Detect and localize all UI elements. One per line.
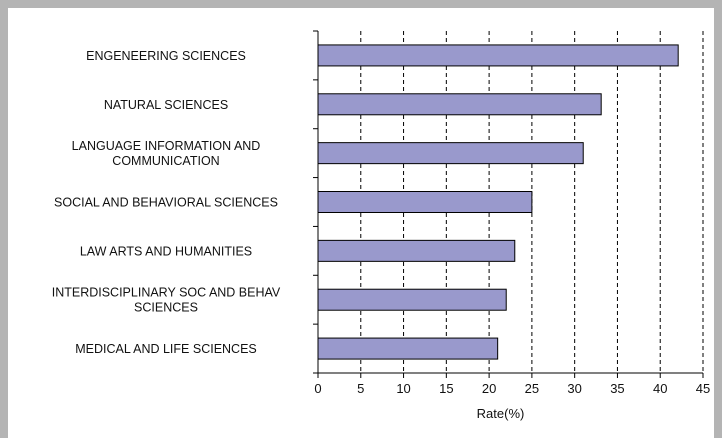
x-tick-label-30: 30 — [567, 381, 581, 396]
bar-1 — [317, 44, 679, 67]
category-label-line: INTERDISCIPLINARY SOC AND BEHAV — [52, 286, 281, 300]
bar-2 — [317, 93, 602, 116]
x-tick-label-15: 15 — [439, 381, 453, 396]
category-label-line: SCIENCES — [134, 301, 198, 315]
category-label-2: NATURAL SCIENCES — [104, 98, 228, 112]
x-tick-label-5: 5 — [357, 381, 364, 396]
bars — [317, 44, 679, 360]
x-tick-labels: 0 5 10 15 20 25 30 35 40 45 — [314, 381, 710, 396]
bar-6 — [317, 288, 507, 311]
category-label-line: LAW ARTS AND HUMANITIES — [80, 244, 252, 258]
x-axis-title: Rate(%) — [477, 406, 525, 421]
x-tick-label-10: 10 — [396, 381, 410, 396]
bar-7 — [317, 337, 499, 360]
category-labels: ENGENEERING SCIENCES NATURAL SCIENCES LANG… — [52, 49, 281, 356]
category-label-line: MEDICAL AND LIFE SCIENCES — [75, 342, 257, 356]
axes — [313, 30, 704, 378]
bar-3 — [317, 142, 584, 165]
x-tick-label-35: 35 — [610, 381, 624, 396]
category-label-line: COMMUNICATION — [112, 154, 219, 168]
category-label-line: ENGENEERING SCIENCES — [86, 49, 246, 63]
category-label-4: SOCIAL AND BEHAVIORAL SCIENCES — [54, 196, 278, 210]
bar-5 — [317, 239, 516, 262]
x-tick-label-45: 45 — [696, 381, 710, 396]
x-tick-label-25: 25 — [525, 381, 539, 396]
category-label-1: ENGENEERING SCIENCES — [86, 49, 246, 63]
bar-4 — [317, 191, 533, 213]
category-label-line: LANGUAGE INFORMATION AND — [72, 139, 261, 153]
x-tick-label-20: 20 — [482, 381, 496, 396]
category-label-line: SOCIAL AND BEHAVIORAL SCIENCES — [54, 196, 278, 210]
category-label-5: LAW ARTS AND HUMANITIES — [80, 244, 252, 258]
x-tick-label-40: 40 — [653, 381, 667, 396]
category-label-7: MEDICAL AND LIFE SCIENCES — [75, 342, 257, 356]
x-tick-label-0: 0 — [314, 381, 321, 396]
category-label-line: NATURAL SCIENCES — [104, 98, 228, 112]
category-label-3: LANGUAGE INFORMATION AND COMMUNICATION — [72, 139, 261, 168]
category-label-6: INTERDISCIPLINARY SOC AND BEHAV SCIENCES — [52, 286, 281, 315]
